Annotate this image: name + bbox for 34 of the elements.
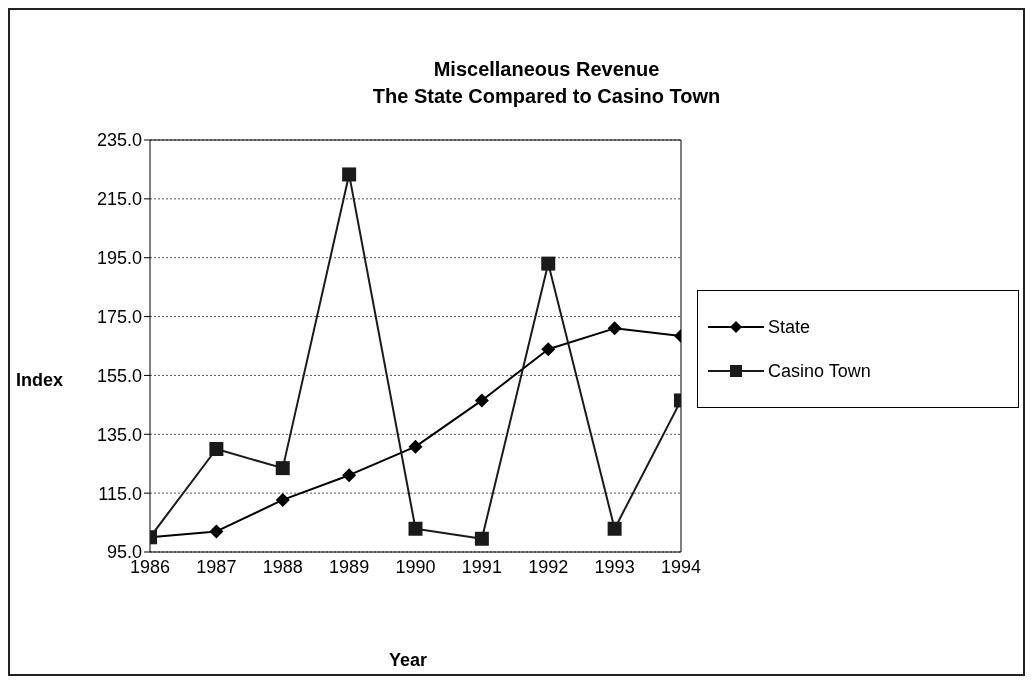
point — [342, 167, 357, 182]
point — [607, 521, 622, 536]
chart-title: Miscellaneous Revenue The State Compared to Casino Town — [371, 57, 722, 109]
x-tick-label: 1990 — [395, 556, 436, 577]
y-tick-label: 195.0 — [96, 248, 142, 269]
y-tick-label: 115.0 — [98, 483, 142, 504]
y-tick-label: 175.0 — [96, 306, 142, 327]
y-tick-label: 155.0 — [96, 365, 142, 386]
x-tick-label: 1992 — [528, 556, 569, 577]
point — [408, 439, 423, 454]
x-axis-title: Year — [387, 650, 428, 671]
point — [474, 393, 489, 408]
point — [541, 256, 556, 271]
point — [408, 521, 423, 536]
point — [209, 442, 224, 456]
point — [209, 524, 224, 539]
x-tick-label: 1993 — [594, 556, 635, 577]
y-tick-label: 135.0 — [96, 424, 142, 445]
x-tick-label: 1988 — [262, 556, 303, 577]
x-tick-label: 1989 — [329, 556, 370, 577]
point — [541, 342, 556, 357]
y-tick-label: 235.0 — [96, 130, 142, 151]
point — [342, 468, 357, 483]
x-tick-label: 1987 — [196, 556, 237, 577]
x-tick-label: 1991 — [461, 556, 502, 577]
y-axis-title: Index — [16, 370, 64, 391]
point — [275, 492, 290, 507]
legend-label: Casino Town — [768, 360, 871, 382]
point — [474, 531, 489, 546]
legend-label: State — [768, 316, 811, 338]
y-tick-label: 215.0 — [96, 189, 142, 210]
point — [607, 321, 622, 336]
x-tick-label: 1994 — [660, 556, 702, 577]
point — [275, 461, 290, 476]
